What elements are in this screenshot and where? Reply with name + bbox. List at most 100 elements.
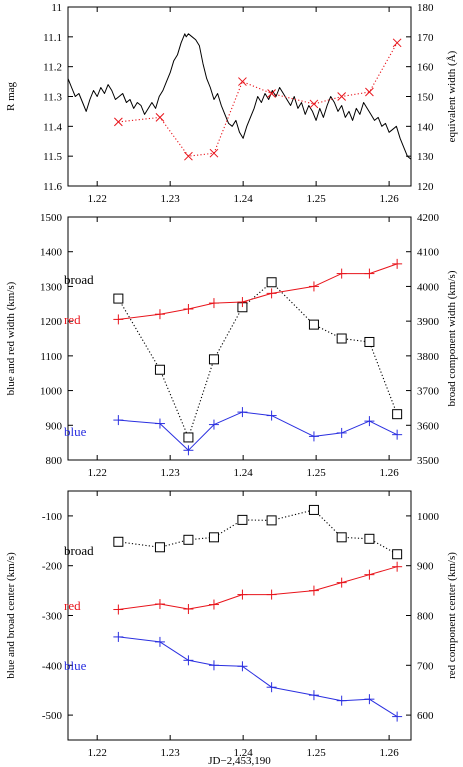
y2-tick-label: 4100 [417,247,440,259]
data-point-plus-marker [266,682,277,693]
series-line [117,281,398,438]
y-tick-label: 1300 [40,281,63,293]
data-point-plus-marker [208,419,219,430]
chart-panel-1: 1.22 1.23 1.24 1.25 1.26 11 11.1 11.2 11.3 11.4 11… [5,2,458,205]
data-point-plus-marker [364,416,375,427]
x-tick-label: 1.23 [161,193,181,205]
data-point-square-marker [266,515,277,526]
x-axis-title: JD−2,453,190 [208,755,271,767]
y-tick-label: 11.6 [43,181,62,193]
data-point-plus-marker [266,288,277,299]
data-point-square-marker [392,409,403,420]
series-broad [113,504,403,560]
y2-tick-label: 3600 [417,420,440,432]
data-point-plus-marker [237,297,248,308]
data-point-square-marker [392,549,403,560]
series-line [118,263,398,320]
series-label-blue: blue [64,658,87,673]
y-tick-label: 11.5 [43,151,62,163]
y2-tick-label: 150 [417,92,434,104]
x-tick-label: 1.26 [379,193,399,205]
data-point-plus-marker [237,661,248,672]
y2-tick-label: 3800 [417,351,440,363]
y-tick-label: 900 [46,420,63,432]
data-point-plus-marker [392,429,403,440]
series-label-red: red [64,312,81,327]
data-point-plus-marker [336,695,347,706]
y-tick-label: -100 [42,511,63,523]
data-point-x-marker [238,77,247,86]
y-tick-label: 11 [51,2,62,14]
x-tick-label: 1.22 [88,193,107,205]
chart-panel-3: 1.22 1.23 1.24 1.25 1.26 -500 -400 -300 -200 -100… [5,490,458,767]
marker-stroke [184,151,193,161]
x-tick-label: 1.22 [88,467,107,479]
y2-tick-label: 180 [417,2,434,14]
data-point-square-marker [308,504,319,515]
y2-tick-label: 1000 [417,511,440,523]
series-red [113,258,403,325]
data-point-x-marker [209,148,219,158]
data-point-plus-marker [208,599,219,610]
marker-stroke [392,38,402,48]
data-point-square-marker [336,333,347,344]
data-point-plus-marker [364,268,375,279]
data-point-plus-marker [237,589,248,600]
y2-tick-label: 700 [417,660,434,672]
y-tick-label: -500 [42,710,63,722]
y2-tick-label: 900 [417,561,434,573]
series-line [118,411,398,451]
data-point-square-marker [183,432,194,443]
series-line [67,33,412,160]
y2-tick-label: 3500 [417,455,440,467]
data-point-square-marker [266,277,277,288]
y2-tick-label: 3900 [417,316,440,328]
series-label-blue: blue [64,424,87,439]
series-label-broad: broad [64,272,94,287]
y-tick-label: 11.1 [43,32,62,44]
x-tick-label: 1.22 [88,747,107,759]
data-point-x-marker [267,89,276,98]
series-broad [113,277,403,443]
data-point-square-marker [336,532,347,543]
series-line [118,636,398,718]
y2-tick-label: 4200 [417,212,440,224]
data-point-plus-marker [154,636,165,647]
data-point-plus-marker [183,655,194,666]
data-point-plus-marker [183,303,194,314]
y-tick-label: 1200 [40,316,63,328]
series-line [118,566,398,610]
data-point-plus-marker [154,599,165,610]
data-point-plus-marker [113,604,124,615]
marker-stroke [238,77,247,86]
data-point-plus-marker [336,427,347,438]
y-tick-label: -300 [42,611,63,623]
data-point-plus-marker [183,445,194,456]
data-point-square-marker [183,534,194,545]
y2-tick-label: 600 [417,710,434,722]
data-point-square-marker [208,532,219,543]
y2-tick-label: 3700 [417,386,440,398]
data-point-x-marker [365,87,374,97]
data-point-plus-marker [336,268,347,279]
x-tick-label: 1.23 [161,747,181,759]
data-point-plus-marker [208,660,219,671]
data-point-x-marker [392,38,402,48]
y2-tick-label: 120 [417,181,434,193]
x-tick-label: 1.25 [307,467,327,479]
y-tick-label: -200 [42,561,63,573]
marker-stroke [309,99,319,109]
x-tick-label: 1.23 [161,467,181,479]
series-trace-2 [114,38,402,161]
data-point-square-marker [208,354,219,365]
x-tick-label: 1.26 [379,467,399,479]
y-axis-title: R mag [5,81,17,111]
data-point-x-marker [337,92,347,101]
data-point-plus-marker [183,604,194,615]
y2-axis-title: red component center (km/s) [446,552,458,679]
x-tick-label: 1.24 [234,747,254,759]
series-label-broad: broad [64,543,94,558]
x-tick-label: 1.25 [307,193,327,205]
x-tick-label: 1.25 [307,747,327,759]
